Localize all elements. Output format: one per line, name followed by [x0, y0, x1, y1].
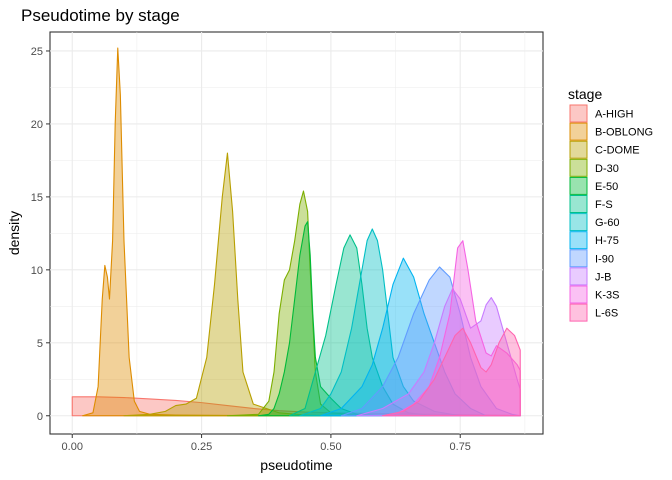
legend-label-g-60: G-60: [595, 217, 619, 229]
x-tick-label: 0.25: [191, 441, 212, 453]
plot-panel: [49, 31, 544, 435]
legend-key-k-3s: [569, 285, 588, 304]
y-tick-label: 0: [37, 411, 43, 423]
legend-label-f-s: F-S: [595, 199, 613, 211]
density-area-f-s: [288, 234, 435, 417]
legend-label-l-6s: L-6S: [595, 308, 618, 320]
legend-key-f-s: [569, 195, 588, 213]
legend-label-k-3s: K-3S: [595, 290, 619, 302]
density-area-i-90: [340, 266, 521, 417]
density-area-g-60: [299, 228, 461, 417]
y-tick-label: 25: [31, 46, 43, 58]
legend-key-c-dome: [569, 140, 588, 159]
legend-key-j-b: [569, 267, 588, 286]
x-tick-label: 0.75: [450, 441, 471, 453]
legend-label-b-oblong: B-OBLONG: [595, 127, 653, 139]
legend-key-h-75: [569, 231, 588, 250]
y-tick-label: 10: [31, 265, 43, 277]
density-area-d-30: [226, 190, 384, 417]
y-tick-label: 15: [31, 192, 43, 204]
x-axis-title: pseudotime: [260, 457, 333, 473]
density-area-l-6s: [382, 327, 521, 417]
axis-ticks: 0.00 0.25 0.50 0.75 0 5 10 15 20 25: [31, 46, 471, 453]
legend-label-h-75: H-75: [595, 235, 619, 247]
density-area-j-b: [356, 288, 521, 417]
legend-label-d-30: D-30: [595, 163, 619, 175]
y-tick-label: 5: [37, 338, 43, 350]
legend-title: stage: [568, 86, 602, 102]
x-tick-label: 0.00: [62, 441, 83, 453]
legend-label-e-50: E-50: [595, 181, 618, 193]
y-tick-label: 20: [31, 119, 43, 131]
legend-label-j-b: J-B: [595, 271, 612, 283]
x-tick-label: 0.50: [320, 441, 341, 453]
legend-key-a-high: [569, 104, 588, 123]
density-area-c-dome: [123, 152, 332, 417]
density-areas: [71, 47, 521, 417]
legend-key-e-50: [569, 176, 588, 195]
grid: [50, 32, 543, 434]
chart-title: Pseudotime by stage: [21, 6, 180, 25]
legend-key-g-60: [569, 213, 588, 232]
density-area-h-75: [320, 257, 487, 417]
density-area-a-high: [71, 396, 521, 417]
legend-key-i-90: [569, 249, 588, 268]
legend-label-c-dome: C-DOME: [595, 145, 640, 157]
legend-key-d-30: [569, 158, 588, 177]
legend: stage A-HIGH B-OBLONG C-DOME D-30 E-50 F-S G-6…: [568, 86, 653, 322]
legend-key-l-6s: [569, 303, 588, 322]
legend-key-b-oblong: [569, 122, 588, 141]
legend-label-i-90: I-90: [595, 253, 614, 265]
density-area-b-oblong: [82, 47, 521, 417]
y-axis-title: density: [6, 211, 22, 255]
legend-label-a-high: A-HIGH: [595, 109, 634, 121]
